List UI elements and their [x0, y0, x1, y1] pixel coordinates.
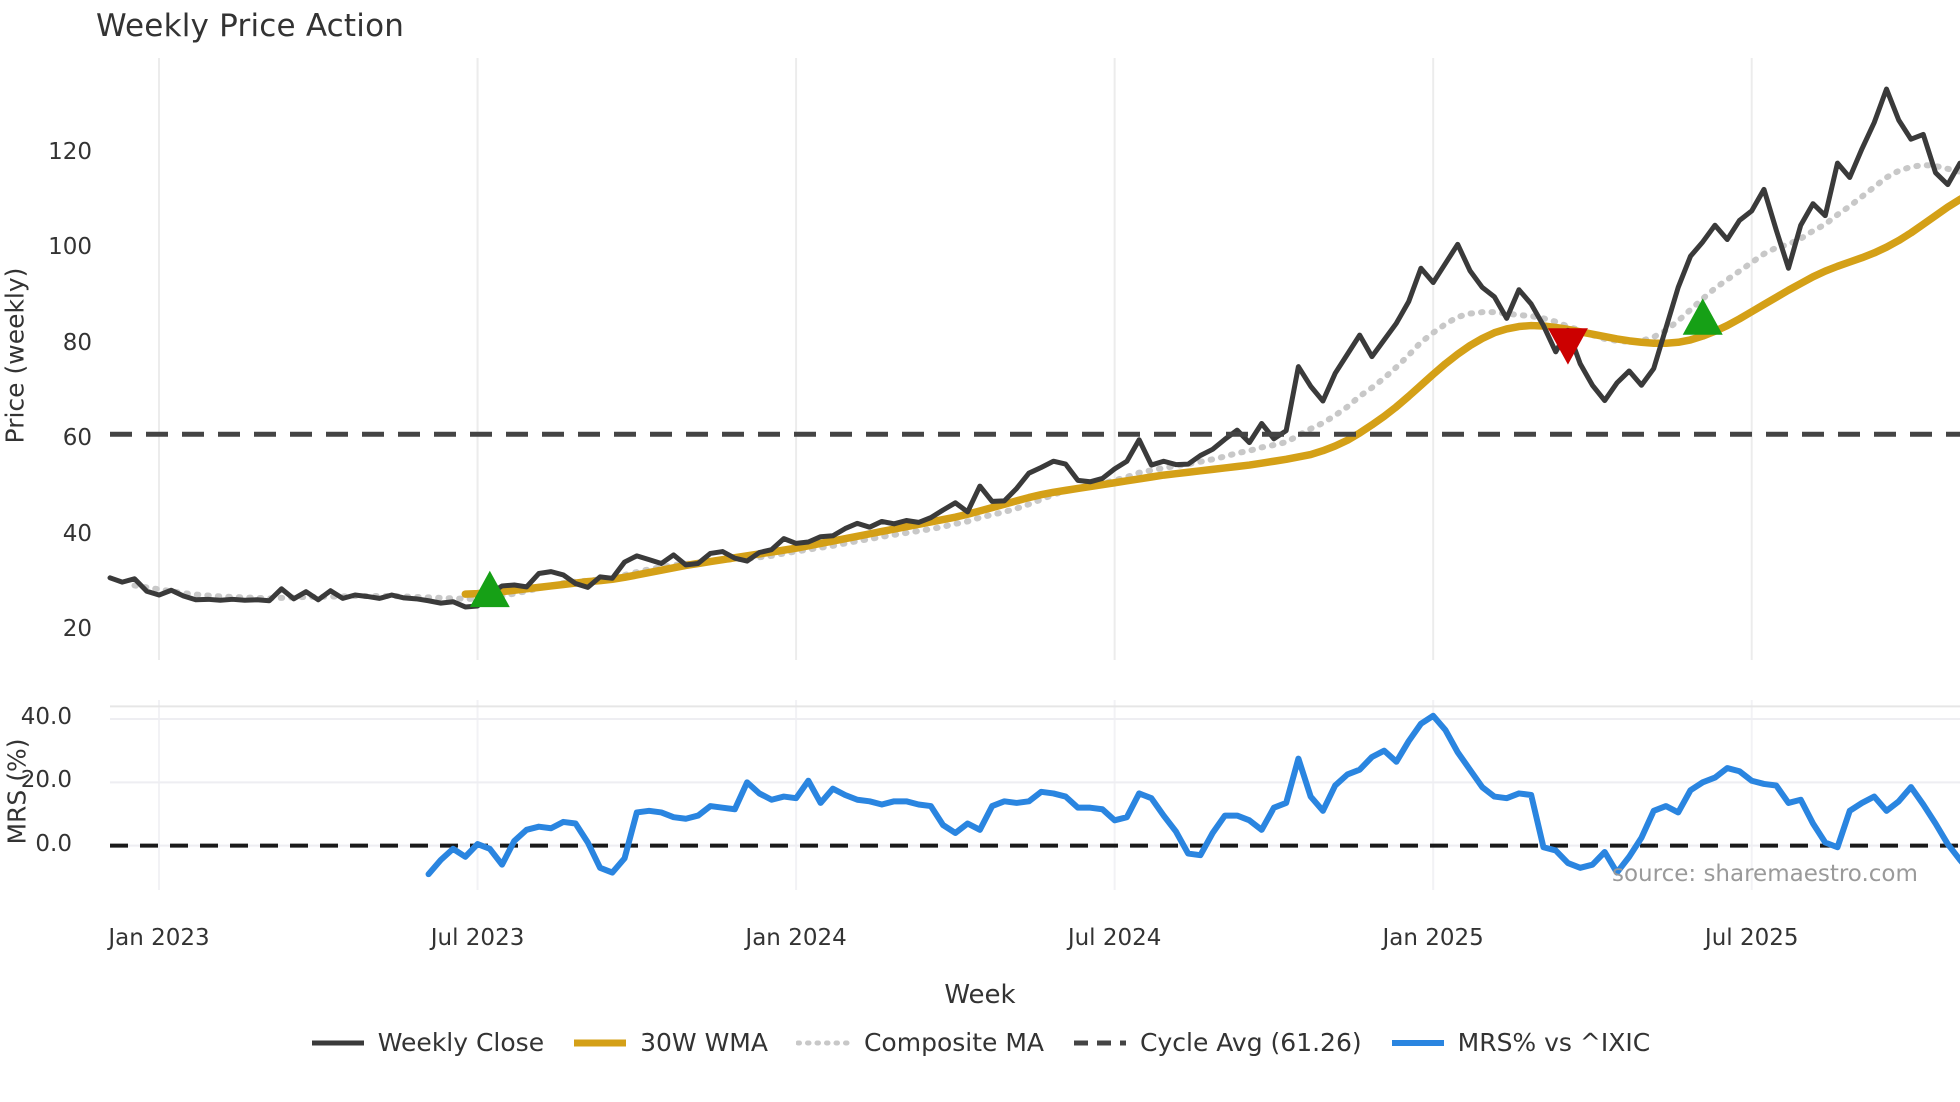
legend-label: Composite MA — [863, 1028, 1045, 1057]
legend-label: Weekly Close — [377, 1028, 545, 1057]
price-y-tick-label: 40 — [62, 520, 92, 547]
legend-label: MRS% vs ^IXIC — [1457, 1028, 1651, 1057]
price-y-tick-label: 60 — [62, 425, 92, 452]
legend-label: 30W WMA — [640, 1028, 768, 1057]
mrs-y-tick-label: 40.0 — [20, 704, 72, 730]
buy-signal-marker — [1682, 298, 1723, 335]
legend-line-swatch-icon — [1390, 1032, 1446, 1054]
legend-item[interactable]: Weekly Close — [310, 1028, 544, 1057]
chart-title: Weekly Price Action — [96, 8, 405, 44]
wma30-line — [461, 195, 1960, 598]
legend-item[interactable]: MRS% vs ^IXIC — [1390, 1028, 1651, 1057]
x-tick-label: Jul 2025 — [1704, 925, 1799, 951]
x-tick-label: Jul 2024 — [1067, 925, 1162, 951]
buy-signal-marker — [469, 570, 510, 608]
x-tick-label: Jul 2023 — [430, 925, 525, 951]
legend-item[interactable]: Composite MA — [795, 1028, 1045, 1057]
weekly-close-line — [107, 86, 1960, 610]
sell-signal-marker — [1547, 328, 1588, 365]
source-watermark: source: sharemaestro.com — [1612, 861, 1918, 887]
x-tick-label: Jan 2024 — [745, 925, 847, 951]
mrs-line — [425, 712, 1960, 878]
mrs-y-tick-label: 0.0 — [35, 830, 72, 857]
x-tick-label: Jan 2025 — [1382, 925, 1484, 951]
legend-line-swatch-icon — [572, 1032, 628, 1054]
legend-label: Cycle Avg (61.26) — [1140, 1028, 1362, 1057]
chart-legend: Weekly Close 30W WMA Composite MA Cycle Avg… — [0, 1028, 1960, 1057]
mrs-y-tick-label: 20.0 — [20, 767, 72, 794]
legend-line-swatch-icon — [310, 1032, 366, 1054]
x-axis-label: Week — [944, 980, 1016, 1010]
price-y-tick-label: 120 — [48, 138, 92, 165]
price-y-tick-label: 20 — [62, 616, 92, 643]
legend-line-swatch-icon — [1072, 1032, 1128, 1054]
legend-item[interactable]: Cycle Avg (61.26) — [1072, 1028, 1362, 1057]
price-y-tick-label: 100 — [48, 234, 92, 261]
price-axis-label: Price (weekly) — [0, 267, 30, 444]
x-tick-label: Jan 2023 — [108, 925, 210, 951]
legend-line-swatch-icon — [795, 1032, 852, 1054]
legend-item[interactable]: 30W WMA — [572, 1028, 768, 1057]
mrs-axis-label: MRS (%) — [2, 738, 32, 845]
price-y-tick-label: 80 — [62, 329, 92, 356]
